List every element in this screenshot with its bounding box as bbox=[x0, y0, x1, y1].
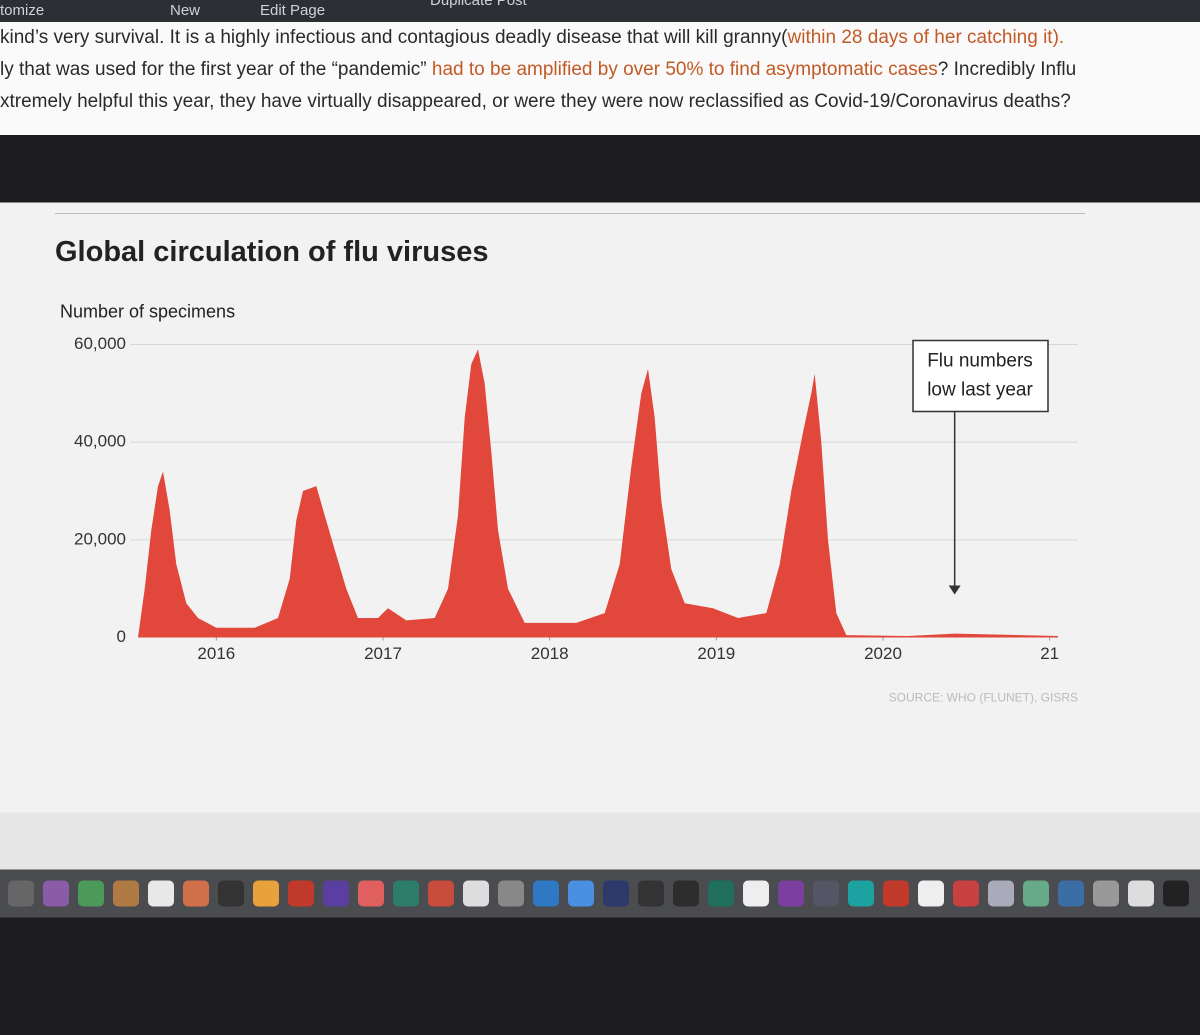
dock-icon bbox=[743, 880, 769, 907]
chart-title: Global circulation of flu viruses bbox=[55, 236, 488, 268]
dock-icon bbox=[498, 880, 524, 907]
dock-icon bbox=[78, 880, 104, 907]
toolbar-item: tomize bbox=[0, 2, 45, 19]
link[interactable]: had to be amplified by over 50% to find … bbox=[431, 59, 938, 80]
text: ly that was used for the first year of t… bbox=[0, 59, 432, 80]
dock-icon bbox=[988, 880, 1014, 907]
dock-icon bbox=[8, 880, 34, 907]
y-tick-label: 20,000 bbox=[74, 529, 126, 548]
page: tomize New Edit Page Duplicate Post kind’s … bbox=[0, 0, 1200, 918]
x-tick-label: 2016 bbox=[197, 644, 235, 663]
dock-icon bbox=[218, 880, 244, 907]
dock-icon bbox=[393, 880, 419, 907]
dock-icon bbox=[113, 880, 139, 907]
chart: Global circulation of flu viruses Number… bbox=[0, 202, 1200, 918]
dock-icon bbox=[1163, 880, 1189, 907]
dock-icon bbox=[568, 880, 594, 907]
toolbar-item: Edit Page bbox=[260, 2, 326, 19]
dock-icon bbox=[43, 880, 69, 907]
dock-icon bbox=[288, 880, 314, 907]
dock-icon bbox=[323, 880, 349, 907]
y-tick-label: 60,000 bbox=[74, 334, 126, 353]
annotation-text: Flu numbers bbox=[927, 351, 1033, 372]
dock-icon bbox=[1023, 880, 1049, 907]
toolbar-item: New bbox=[170, 2, 201, 19]
annotation-box bbox=[912, 339, 1049, 413]
article-line: ly that was used for the first year of t… bbox=[0, 54, 1200, 86]
text: ? Incredibly Influ bbox=[937, 59, 1077, 80]
y-axis-label: Number of specimens bbox=[60, 301, 235, 321]
text: xtremely helpful this year, they have vi… bbox=[0, 91, 1071, 112]
dock-icon bbox=[673, 880, 699, 907]
article: kind’s very survival. It is a highly inf… bbox=[0, 22, 1200, 135]
dock-icon bbox=[428, 880, 454, 907]
x-tick-label: 2019 bbox=[697, 644, 735, 663]
dock-icon bbox=[358, 880, 384, 907]
dock-icon bbox=[918, 880, 944, 907]
y-tick-label: 0 bbox=[117, 627, 126, 646]
dock-icon bbox=[883, 880, 909, 907]
toolbar-item: Duplicate Post bbox=[430, 0, 527, 9]
area bbox=[138, 349, 1058, 638]
dock-icon bbox=[253, 880, 279, 907]
x-tick-label: 2018 bbox=[531, 644, 569, 663]
dock-icon bbox=[1128, 880, 1154, 907]
dock-icon bbox=[848, 880, 874, 907]
x-tick-label: 2017 bbox=[364, 644, 402, 663]
page-footer bbox=[0, 812, 1200, 870]
y-tick-label: 40,000 bbox=[74, 432, 126, 451]
dock-icon bbox=[953, 880, 979, 907]
dock-icon bbox=[463, 880, 489, 907]
text: kind’s very survival. It is a highly inf… bbox=[0, 27, 788, 48]
dock-icon bbox=[708, 880, 734, 907]
dock-icon bbox=[778, 880, 804, 907]
dock-icon bbox=[1058, 880, 1084, 907]
x-tick-label: 21 bbox=[1040, 644, 1059, 663]
dock bbox=[0, 869, 1200, 918]
dock-icon bbox=[603, 880, 629, 907]
article-line: xtremely helpful this year, they have vi… bbox=[0, 86, 1200, 118]
x-tick-label: 2020 bbox=[864, 644, 902, 663]
chart-card bbox=[0, 202, 1200, 813]
dock-icon bbox=[638, 880, 664, 907]
source: SOURCE: WHO (FLUNET), GISRS bbox=[889, 691, 1078, 705]
dock-icon bbox=[533, 880, 559, 907]
article-line: kind’s very survival. It is a highly inf… bbox=[0, 22, 1200, 54]
annotation-text: low last year bbox=[927, 380, 1033, 401]
dock-icon bbox=[183, 880, 209, 907]
dock-icon bbox=[148, 880, 174, 907]
link[interactable]: within 28 days of her catching it). bbox=[787, 27, 1065, 48]
annotation-arrowhead bbox=[948, 585, 961, 595]
admin-bar: tomize New Edit Page Duplicate Post bbox=[0, 0, 1200, 22]
dock-icon bbox=[813, 880, 839, 907]
dock-icon bbox=[1093, 880, 1119, 907]
